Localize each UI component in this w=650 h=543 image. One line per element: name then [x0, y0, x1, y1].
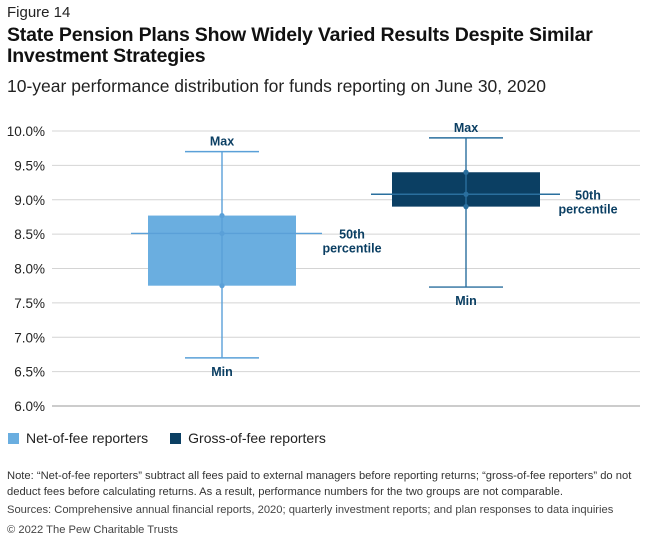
boxes: Max Min 50th percentile Max Min 50th percentile	[131, 121, 618, 379]
legend-label-gross: Gross-of-fee reporters	[188, 430, 326, 446]
q1-point	[219, 283, 225, 289]
chart-subtitle: 10-year performance distribution for fun…	[7, 76, 546, 96]
q3-point	[463, 169, 469, 175]
box-group-gross: Max Min 50th percentile	[371, 121, 618, 308]
y-tick-label: 9.0%	[14, 193, 45, 208]
y-tick-label: 8.0%	[14, 262, 45, 277]
y-tick-label: 6.0%	[14, 399, 45, 414]
legend-label-net: Net-of-fee reporters	[26, 430, 149, 446]
min-label: Min	[211, 365, 233, 379]
figure-label: Figure 14	[7, 4, 71, 21]
y-tick-label: 6.5%	[14, 365, 45, 380]
median-label: 50th percentile	[558, 188, 617, 216]
y-tick-label: 9.5%	[14, 158, 45, 173]
y-axis-ticks: 10.0% 9.5% 9.0% 8.5% 8.0% 7.5% 7.0% 6.5% 6.0%	[7, 124, 45, 414]
legend-item-net: Net-of-fee reporters	[8, 430, 148, 446]
q1-point	[463, 204, 469, 210]
median-point	[463, 191, 469, 197]
y-tick-label: 7.5%	[14, 296, 45, 311]
legend-swatch-net	[8, 432, 19, 444]
legend: Net-of-fee reporters Gross-of-fee report…	[8, 430, 348, 446]
chart-title: State Pension Plans Show Widely Varied R…	[7, 24, 593, 67]
median-label: 50th percentile	[322, 227, 381, 255]
legend-swatch-gross	[170, 432, 182, 444]
y-tick-label: 7.0%	[14, 330, 45, 345]
y-tick-label: 8.5%	[14, 227, 45, 242]
max-label: Max	[454, 121, 478, 135]
q3-point	[219, 212, 225, 219]
min-label: Min	[455, 294, 477, 308]
copyright-text: © 2022 The Pew Charitable Trusts	[7, 524, 178, 536]
legend-item-gross: Gross-of-fee reporters	[170, 430, 326, 446]
sources-text: Sources: Comprehensive annual financial …	[7, 504, 614, 516]
y-tick-label: 10.0%	[7, 124, 45, 139]
box-group-net: Max Min 50th percentile	[131, 135, 382, 379]
median-point	[219, 230, 225, 237]
note-text: Note: “Net-of-fee reporters” subtract al…	[7, 470, 632, 498]
gridlines	[52, 130, 640, 407]
max-label: Max	[210, 135, 234, 149]
